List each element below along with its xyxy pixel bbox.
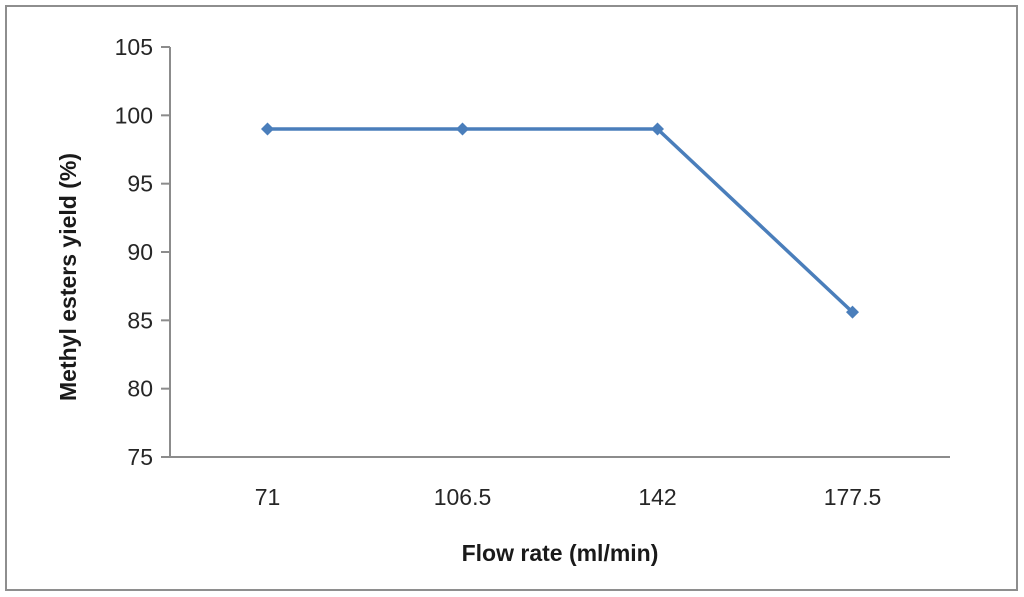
x-tick-label: 142 [638, 484, 676, 510]
y-tick-label: 105 [115, 34, 153, 60]
data-line [265, 127, 855, 314]
y-tick-label: 85 [127, 307, 153, 333]
x-tick-label: 106.5 [434, 484, 492, 510]
y-tick-label: 90 [127, 239, 153, 265]
plot-area: 75 80 85 90 95 100 105 71 106.5 142 177.5 [115, 34, 950, 510]
data-point-marker [651, 122, 664, 136]
y-tick-label: 100 [115, 102, 153, 128]
y-tick-label: 75 [127, 444, 153, 470]
data-point-marker [456, 122, 469, 136]
data-point-marker [846, 305, 859, 319]
y-tick-label: 95 [127, 171, 153, 197]
y-axis-title: Methyl esters yield (%) [55, 153, 81, 401]
y-tick-label: 80 [127, 376, 153, 402]
x-tick-label: 71 [255, 484, 281, 510]
x-tick-label: 177.5 [824, 484, 882, 510]
data-point-marker [261, 122, 274, 136]
x-axis-title: Flow rate (ml/min) [462, 540, 659, 566]
